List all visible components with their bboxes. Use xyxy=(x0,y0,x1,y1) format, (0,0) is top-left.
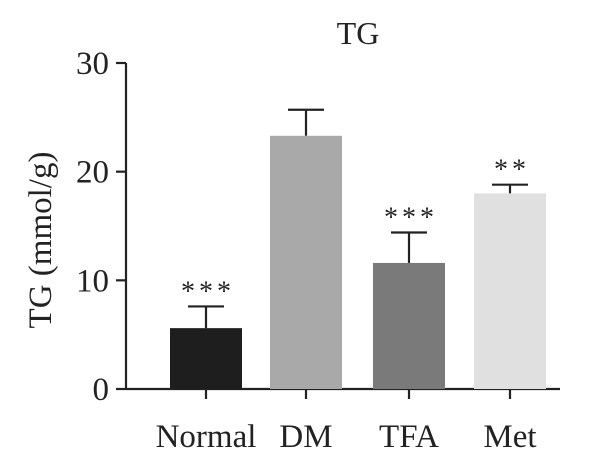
y-tick-label: 0 xyxy=(93,372,110,408)
x-tick-label: Normal xyxy=(156,419,257,455)
x-tick-label: DM xyxy=(279,419,332,455)
y-tick-label: 20 xyxy=(76,155,109,191)
y-axis-ticks: 0 10 20 30 xyxy=(76,46,126,408)
x-tick-label: Met xyxy=(483,419,536,455)
bar-dm xyxy=(270,135,342,389)
bars-group: ******** xyxy=(170,108,546,389)
y-axis-label: TG (mmol/g) xyxy=(23,152,59,329)
bar-tfa xyxy=(373,262,445,389)
bar-normal xyxy=(170,328,242,389)
bar-met xyxy=(474,193,546,389)
significance-label: *** xyxy=(384,203,438,234)
x-axis-ticks: Normal DM TFA Met xyxy=(156,389,537,455)
y-tick-label: 10 xyxy=(76,263,109,299)
chart-title: TG xyxy=(337,15,380,51)
y-tick-label: 30 xyxy=(76,46,109,82)
significance-label: *** xyxy=(181,276,235,307)
x-tick-label: TFA xyxy=(379,419,439,455)
significance-label: ** xyxy=(494,155,530,186)
